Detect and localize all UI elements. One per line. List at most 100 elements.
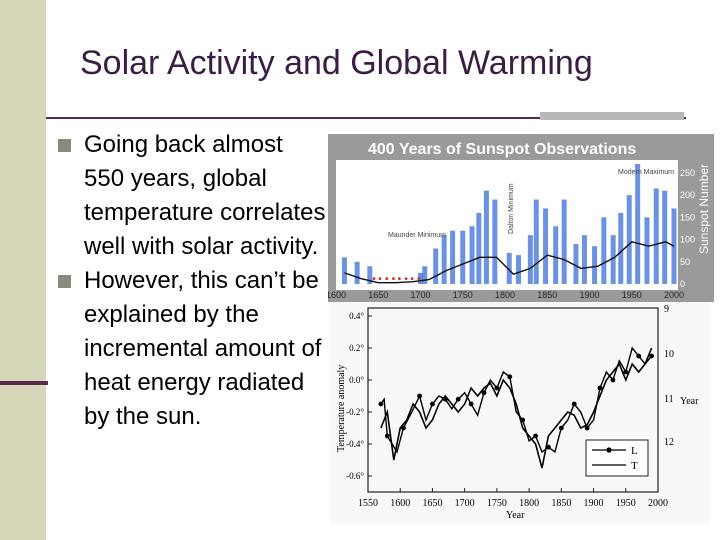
bullet-item: Going back almost 550 years, global temp… [58,128,328,264]
title-rule [46,117,686,119]
sunspot-x-tick-label: 1600 [328,290,346,300]
temperature-series-l [380,346,653,454]
maunder-dot [392,277,395,281]
sunspot-bar [543,208,549,284]
sunspot-bar [441,235,447,284]
sunspot-bar [433,248,439,284]
temperature-series-t [380,347,653,469]
temperature-x-tick-label: 1850 [551,498,571,509]
temperature-marker-l [507,374,513,380]
sunspot-bar [653,188,659,284]
temperature-x-tick-label: 1750 [487,498,507,509]
temperature-x-tick-label: 1600 [390,498,410,509]
temperature-x-tick-label: 2000 [648,498,668,509]
temperature-marker-l [533,433,538,439]
sunspot-y-tick-label: 250 [680,168,695,178]
sunspot-y-tick-label: 100 [680,235,695,245]
annotation-dalton: Dalton Minimum [508,183,515,234]
sunspot-bar [476,212,482,284]
sunspot-x-tick-label: 1950 [622,290,642,300]
right-axis-label: Year [680,396,699,407]
temperature-marker-l [558,425,564,431]
sunspot-x-tick-label: 1800 [495,290,515,300]
temperature-y-label: Temperature anomaly [336,365,347,452]
temperature-y-tick-label: 0.0° [349,375,364,385]
temperature-y-tick-label: -0.4° [346,439,364,449]
temperature-x-tick-label: 1550 [358,498,378,509]
left-accent-line [0,381,48,385]
left-accent-bar [0,0,46,540]
sunspot-bar [422,266,428,284]
sunspot-bar [662,190,668,284]
temperature-marker-l [468,401,474,407]
sunspot-x-tick-label: 1650 [368,290,388,300]
annotation-maunder: Maunder Minimum [388,232,446,239]
sunspot-bar [341,257,347,284]
title-rule-accent [540,112,684,120]
sunspot-bar [492,199,498,284]
maunder-dot [397,277,401,281]
sunspot-bar [561,199,567,284]
sunspot-bar [367,266,373,284]
sunspot-y-tick-label: 50 [680,257,690,267]
bullet-square-icon [58,275,71,288]
temperature-legend: L T [585,439,649,477]
temperature-marker-l [584,425,590,431]
sunspot-bar [618,212,624,284]
temperature-marker-l [384,433,390,439]
sunspot-bar [516,255,522,284]
temperature-marker-l [610,377,616,383]
temperature-marker-l [649,353,654,359]
sunspot-bar [469,226,475,284]
legend-label-t: T [631,460,638,472]
maunder-dot [372,277,376,281]
temperature-chart-panel: Temperature anomaly Year Year 1550 1600 16… [330,302,710,524]
temperature-marker-l [417,393,422,399]
temperature-marker-l [481,390,487,396]
sunspot-x-tick-label: 2000 [664,290,684,300]
sunspot-x-tick-label: 1700 [410,290,430,300]
maunder-dot [404,277,408,281]
annotation-modern: Modern Maximum [618,169,674,176]
temperature-marker-l [546,444,551,450]
maunder-dot [410,277,414,281]
sunspot-x-tick-label: 1750 [453,290,473,300]
temperature-x-tick-label: 1700 [455,498,475,509]
maunder-dot [378,277,382,281]
sunspot-bar [573,244,579,284]
maunder-dot [417,277,421,281]
sunspot-bar [635,164,641,284]
temperature-x-label: Year [506,510,525,521]
bullet-text: However, this can’t be explained by the … [84,267,322,430]
temperature-chart: Temperature anomaly Year Year 1550 1600 16… [336,304,699,521]
sunspot-bar [450,230,456,284]
sunspot-bar [533,199,539,284]
sunspot-x-tick-label: 1900 [579,290,599,300]
sunspot-chart: 400 Years of Sunspot Observations Sunspo… [326,141,711,300]
legend-marker-l [606,447,612,453]
sunspot-chart-panel: 400 Years of Sunspot Observations Sunspo… [326,134,714,302]
temperature-marker-l [571,401,577,407]
sunspot-y-tick-label: 200 [680,190,695,200]
sunspot-y-label: Sunspot Number [697,164,711,254]
right-axis-tick-label: 11 [664,394,674,405]
sunspot-y-tick-label: 0 [680,279,685,289]
temperature-y-tick-label: 0.2° [349,343,364,353]
sunspot-bar [610,235,616,284]
sunspot-smoothed-line [344,241,675,284]
right-axis-tick-label: 10 [664,349,674,360]
bullet-item: However, this can’t be explained by the … [58,264,328,434]
sunspot-bar [418,272,423,284]
sunspot-bar [506,252,512,284]
temperature-y-tick-label: 0.4° [349,311,364,321]
legend-label-l: L [631,445,638,457]
temperature-x-tick-label: 1800 [519,498,539,509]
maunder-dot [385,277,389,281]
temperature-plot-frame [367,307,659,493]
temperature-y-tick-label: -0.6° [346,471,364,481]
temperature-x-tick-label: 1650 [422,498,442,509]
sunspot-y-tick-label: 150 [680,212,695,222]
bullet-list: Going back almost 550 years, global temp… [58,128,328,434]
temperature-marker-l [401,425,406,431]
sunspot-x-tick-label: 1850 [537,290,557,300]
